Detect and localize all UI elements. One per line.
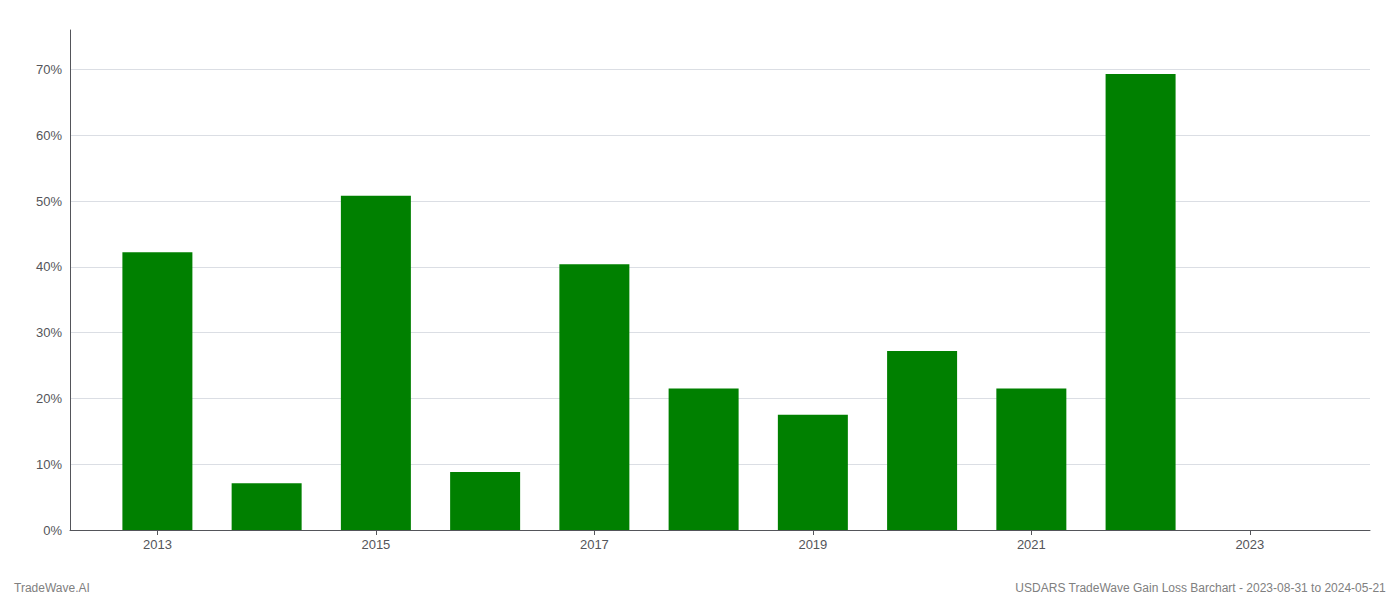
svg-text:USDARS TradeWave Gain Loss Bar: USDARS TradeWave Gain Loss Barchart - 20… xyxy=(1015,581,1386,595)
svg-text:TradeWave.AI: TradeWave.AI xyxy=(14,581,90,595)
svg-text:70%: 70% xyxy=(36,62,62,77)
svg-text:2015: 2015 xyxy=(361,537,390,552)
svg-text:2017: 2017 xyxy=(580,537,609,552)
svg-text:60%: 60% xyxy=(36,128,62,143)
svg-text:10%: 10% xyxy=(36,457,62,472)
svg-text:20%: 20% xyxy=(36,391,62,406)
svg-text:30%: 30% xyxy=(36,325,62,340)
svg-text:0%: 0% xyxy=(43,523,62,538)
svg-text:2021: 2021 xyxy=(1017,537,1046,552)
svg-text:2023: 2023 xyxy=(1235,537,1264,552)
svg-text:2019: 2019 xyxy=(798,537,827,552)
svg-text:50%: 50% xyxy=(36,194,62,209)
svg-text:40%: 40% xyxy=(36,259,62,274)
svg-text:2013: 2013 xyxy=(143,537,172,552)
